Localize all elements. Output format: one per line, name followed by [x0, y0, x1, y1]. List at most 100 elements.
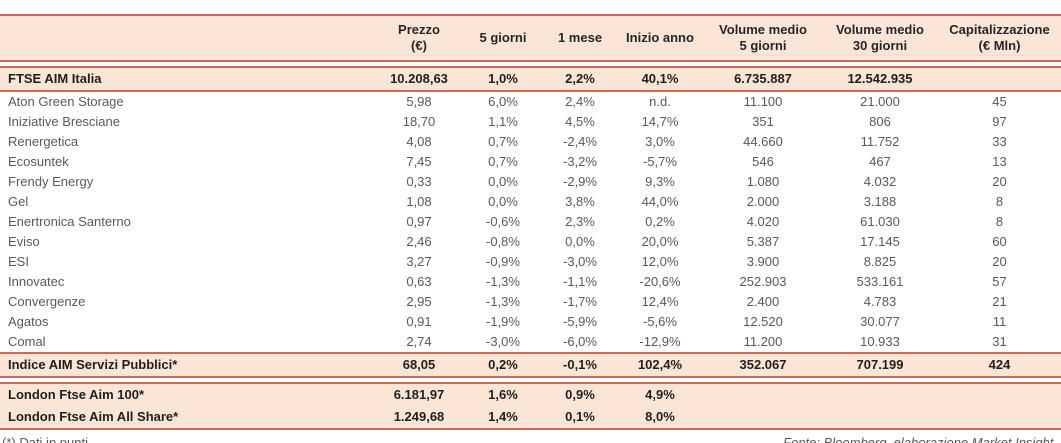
table-row: Comal 2,74 -3,0% -6,0% -12,9% 11.200 10.933 31: [0, 332, 1061, 352]
header-cell-capitalizzazione: Capitalizzazione (€ Mln): [949, 22, 1050, 53]
cell-prezzo: 4,08: [406, 134, 432, 149]
table-header-row: Prezzo (€) 5 giorni 1 mese Inizio anno Volum…: [0, 16, 1061, 60]
table-row: London Ftse Aim 100* 6.181,97 1,6% 0,9% 4,9%: [0, 384, 1061, 406]
cell-volume-medio-5-giorni: 351: [752, 114, 774, 129]
cell-volume-medio-5-giorni: 4.020: [746, 214, 780, 229]
table-row: Iniziative Bresciane 18,70 1,1% 4,5% 14,7% 35…: [0, 112, 1061, 132]
cell-capitalizzazione: 21: [992, 294, 1007, 309]
cell-volume-medio-30-giorni: 806: [869, 114, 891, 129]
cell-1-mese: 2,2%: [565, 71, 595, 86]
cell-capitalizzazione: [938, 406, 1061, 428]
cell-inizio-anno: -20,6%: [639, 274, 681, 289]
cell-volume-medio-5-giorni: 252.903: [739, 274, 787, 289]
cell-capitalizzazione: 11: [992, 314, 1007, 329]
cell-5-giorni: -1,3%: [486, 274, 520, 289]
header-cell-prezzo: Prezzo (€): [398, 22, 440, 53]
cell-volume-medio-5-giorni: 546: [752, 154, 774, 169]
cell-inizio-anno: 40,1%: [641, 71, 679, 86]
cell-5-giorni: 6,0%: [488, 94, 518, 109]
cell-capitalizzazione: [938, 384, 1061, 406]
header-cell-inizio-anno: Inizio anno: [626, 30, 694, 45]
header-cell-volume-medio-30-giorni: Volume medio 30 giorni: [836, 22, 924, 53]
cell-inizio-anno: 102,4%: [637, 357, 683, 372]
cell-name: Iniziative Bresciane: [8, 114, 120, 129]
cell-5-giorni: 1,0%: [488, 71, 518, 86]
cell-1-mese: -3,0%: [563, 254, 597, 269]
cell-1-mese: -2,4%: [563, 134, 597, 149]
cell-name: Indice AIM Servizi Pubblici*: [8, 357, 178, 372]
cell-name: Gel: [8, 194, 29, 209]
cell-inizio-anno: 20,0%: [641, 234, 679, 249]
cell-volume-medio-30-giorni: 4.783: [863, 294, 897, 309]
cell-capitalizzazione: 20: [992, 254, 1007, 269]
cell-volume-medio-5-giorni: 12.520: [743, 314, 783, 329]
cell-prezzo: 1,08: [406, 194, 432, 209]
cell-5-giorni: 1,4%: [488, 409, 518, 424]
london-band: London Ftse Aim 100* 6.181,97 1,6% 0,9% 4,9%…: [0, 382, 1061, 430]
cell-name: Eviso: [8, 234, 40, 249]
table-row: ESI 3,27 -0,9% -3,0% 12,0% 3.900 8.825 20: [0, 252, 1061, 272]
cell-capitalizzazione: [938, 68, 1061, 90]
cell-name: Ecosuntek: [8, 154, 69, 169]
cell-1-mese: 2,4%: [565, 94, 595, 109]
cell-1-mese: -1,7%: [563, 294, 597, 309]
table-row: Ecosuntek 7,45 0,7% -3,2% -5,7% 546 467 13: [0, 152, 1061, 172]
cell-prezzo: 68,05: [402, 357, 436, 372]
cell-inizio-anno: -5,7%: [643, 154, 677, 169]
cell-prezzo: 0,63: [406, 274, 432, 289]
cell-5-giorni: -0,8%: [486, 234, 520, 249]
band-gap: [0, 62, 1061, 66]
cell-5-giorni: 0,0%: [488, 194, 518, 209]
cell-1-mese: 4,5%: [565, 114, 595, 129]
cell-prezzo: 18,70: [402, 114, 436, 129]
cell-1-mese: 0,9%: [565, 387, 595, 402]
cell-5-giorni: -1,9%: [486, 314, 520, 329]
cell-capitalizzazione: 45: [992, 94, 1007, 109]
cell-capitalizzazione: 8: [995, 214, 1004, 229]
cell-volume-medio-30-giorni: 467: [869, 154, 891, 169]
table-row: FTSE AIM Italia 10.208,63 1,0% 2,2% 40,1% 6.7…: [0, 68, 1061, 90]
cell-1-mese: 2,3%: [565, 214, 595, 229]
cell-volume-medio-30-giorni: 10.933: [860, 334, 900, 349]
cell-volume-medio-5-giorni: 352.067: [739, 357, 787, 372]
header-cell-1-mese: 1 mese: [557, 30, 603, 45]
cell-prezzo: 10.208,63: [390, 71, 448, 86]
cell-name: ESI: [8, 254, 29, 269]
cell-5-giorni: -3,0%: [486, 334, 520, 349]
cell-volume-medio-5-giorni: 44.660: [743, 134, 783, 149]
cell-volume-medio-30-giorni: 11.752: [860, 134, 900, 149]
cell-name: London Ftse Aim 100*: [8, 387, 145, 402]
table-row: Gel 1,08 0,0% 3,8% 44,0% 2.000 3.188 8: [0, 192, 1061, 212]
cell-inizio-anno: 9,3%: [645, 174, 675, 189]
cell-inizio-anno: 44,0%: [641, 194, 679, 209]
cell-volume-medio-5-giorni: 11.200: [743, 334, 783, 349]
table-row: Frendy Energy 0,33 0,0% -2,9% 9,3% 1.080 4.032…: [0, 172, 1061, 192]
cell-volume-medio-30-giorni: 61.030: [860, 214, 900, 229]
cell-volume-medio-5-giorni: 1.080: [746, 174, 780, 189]
servizi-pubblici-band: Indice AIM Servizi Pubblici* 68,05 0,2% -0,…: [0, 352, 1061, 378]
table-row: Innovatec 0,63 -1,3% -1,1% -20,6% 252.903 533.…: [0, 272, 1061, 292]
cell-1-mese: 0,1%: [565, 409, 595, 424]
cell-volume-medio-30-giorni: 707.199: [856, 357, 904, 372]
cell-volume-medio-5-giorni: 11.100: [743, 94, 783, 109]
cell-5-giorni: -0,9%: [486, 254, 520, 269]
table-row: Aton Green Storage 5,98 6,0% 2,4% n.d. 11.100…: [0, 92, 1061, 112]
cell-1-mese: -3,2%: [563, 154, 597, 169]
cell-5-giorni: -0,6%: [486, 214, 520, 229]
cell-prezzo: 0,97: [406, 214, 432, 229]
cell-volume-medio-5-giorni: 3.900: [746, 254, 780, 269]
cell-capitalizzazione: 20: [992, 174, 1007, 189]
cell-volume-medio-5-giorni: 2.000: [746, 194, 780, 209]
cell-inizio-anno: 4,9%: [645, 387, 675, 402]
cell-name: Innovatec: [8, 274, 65, 289]
london-rows-container: London Ftse Aim 100* 6.181,97 1,6% 0,9% 4,9%…: [0, 384, 1061, 428]
cell-5-giorni: 0,2%: [488, 357, 518, 372]
cell-name: Renergetica: [8, 134, 79, 149]
cell-prezzo: 7,45: [406, 154, 432, 169]
cell-name: London Ftse Aim All Share*: [8, 409, 179, 424]
cell-prezzo: 0,91: [406, 314, 432, 329]
cell-name: FTSE AIM Italia: [8, 71, 102, 86]
cell-prezzo: 2,74: [406, 334, 432, 349]
top-margin: [0, 0, 1061, 14]
